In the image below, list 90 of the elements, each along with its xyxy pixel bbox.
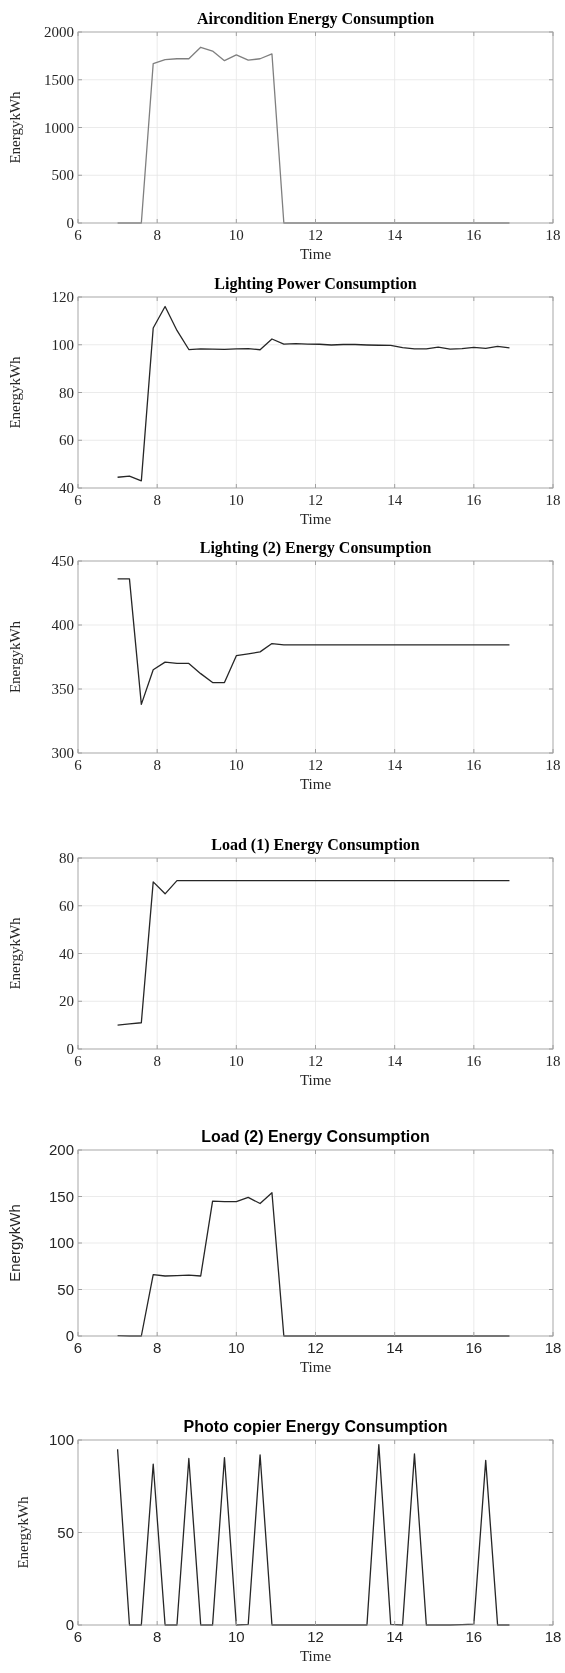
- x-tick-label: 12: [307, 1339, 324, 1356]
- x-tick-label: 18: [545, 757, 561, 773]
- chart-title: Photo copier Energy Consumption: [183, 1418, 448, 1435]
- x-tick-label: 14: [387, 492, 403, 508]
- y-tick-label: 500: [51, 167, 74, 184]
- x-tick-label: 16: [465, 1628, 483, 1645]
- x-tick-label: 14: [386, 1628, 404, 1645]
- x-tick-label: 6: [74, 1053, 83, 1069]
- x-tick-label: 10: [227, 1628, 245, 1645]
- y-tick-label: 0: [65, 1327, 74, 1344]
- y-tick-label: 100: [48, 1431, 74, 1448]
- x-axis-title: Time: [299, 1648, 332, 1664]
- x-tick-label: 10: [228, 227, 244, 243]
- x-axis-title: Time: [299, 776, 332, 792]
- x-tick-label: 10: [227, 1339, 245, 1356]
- y-tick-label: 100: [48, 1234, 74, 1251]
- x-tick-label: 6: [74, 492, 83, 508]
- y-axis-title: EnergykWh: [15, 1495, 31, 1569]
- x-tick-label: 12: [307, 1628, 324, 1645]
- y-tick-label: 60: [59, 432, 74, 449]
- x-tick-label: 14: [387, 757, 403, 773]
- y-axis-title: EnergykWh: [7, 355, 23, 429]
- y-tick-label: 150: [48, 1187, 74, 1205]
- chart-title: Aircondition Energy Consumption: [196, 10, 435, 28]
- x-tick-label: 18: [544, 1628, 562, 1645]
- x-tick-label: 16: [466, 757, 482, 773]
- chart-title: Lighting (2) Energy Consumption: [199, 539, 432, 557]
- x-tick-label: 12: [308, 227, 323, 243]
- y-tick-label: 350: [51, 681, 74, 697]
- line-series: [116, 305, 511, 482]
- y-tick-label: 450: [51, 553, 74, 569]
- x-tick-label: 12: [308, 1053, 323, 1069]
- y-tick-label: 20: [59, 993, 74, 1010]
- x-tick-label: 16: [465, 1339, 483, 1356]
- x-tick-label: 18: [545, 227, 561, 243]
- y-tick-label: 300: [51, 745, 74, 761]
- y-axis-title: EnergykWh: [6, 1204, 23, 1282]
- line-series: [116, 578, 511, 706]
- y-tick-label: 200: [48, 1141, 74, 1158]
- x-tick-label: 6: [74, 227, 83, 243]
- chart-title: Lighting Power Consumption: [214, 275, 417, 293]
- x-tick-label: 10: [228, 1053, 244, 1069]
- x-tick-label: 14: [387, 227, 403, 243]
- y-tick-label: 2000: [44, 24, 74, 40]
- y-tick-label: 0: [66, 1041, 74, 1057]
- y-tick-label: 60: [59, 897, 74, 914]
- x-tick-label: 16: [466, 492, 482, 508]
- y-tick-label: 50: [57, 1523, 74, 1541]
- y-tick-label: 0: [66, 215, 74, 231]
- x-tick-label: 8: [152, 1339, 162, 1356]
- x-axis-title: Time: [299, 511, 332, 527]
- x-axis-title: Time: [299, 1359, 332, 1375]
- y-tick-label: 40: [59, 480, 74, 496]
- x-tick-label: 12: [308, 757, 323, 773]
- y-tick-label: 1500: [44, 71, 74, 88]
- y-tick-label: 40: [59, 945, 74, 962]
- x-tick-label: 16: [466, 227, 482, 243]
- x-tick-label: 18: [545, 1053, 561, 1069]
- x-tick-label: 18: [545, 492, 561, 508]
- y-tick-label: 50: [57, 1280, 74, 1298]
- chart-title: Load (1) Energy Consumption: [211, 836, 420, 854]
- x-tick-label: 18: [544, 1339, 562, 1356]
- x-axis-title: Time: [299, 246, 332, 262]
- y-tick-label: 80: [59, 384, 74, 401]
- x-tick-label: 14: [387, 1053, 403, 1069]
- x-tick-label: 10: [228, 492, 244, 508]
- x-tick-label: 14: [386, 1339, 404, 1356]
- x-tick-label: 8: [153, 492, 161, 508]
- chart-title: Load (2) Energy Consumption: [201, 1128, 430, 1145]
- y-tick-label: 0: [65, 1616, 74, 1633]
- x-tick-label: 8: [153, 757, 161, 773]
- x-tick-label: 8: [153, 1053, 161, 1069]
- y-tick-label: 80: [59, 850, 74, 866]
- y-tick-label: 120: [51, 289, 74, 305]
- x-tick-label: 16: [466, 1053, 482, 1069]
- line-series: [116, 880, 511, 1026]
- x-tick-label: 10: [228, 757, 244, 773]
- x-tick-label: 6: [73, 1628, 83, 1645]
- y-tick-label: 1000: [44, 119, 74, 136]
- x-axis-title: Time: [299, 1072, 332, 1088]
- y-axis-title: EnergykWh: [7, 620, 23, 694]
- x-tick-label: 6: [73, 1339, 83, 1356]
- x-tick-label: 8: [153, 227, 161, 243]
- y-tick-label: 100: [51, 336, 74, 353]
- y-axis-title: EnergykWh: [7, 90, 23, 164]
- x-tick-label: 6: [74, 757, 83, 773]
- x-tick-label: 12: [308, 492, 323, 508]
- x-tick-label: 8: [152, 1628, 162, 1645]
- y-axis-title: EnergykWh: [7, 916, 23, 990]
- y-tick-label: 400: [51, 617, 74, 633]
